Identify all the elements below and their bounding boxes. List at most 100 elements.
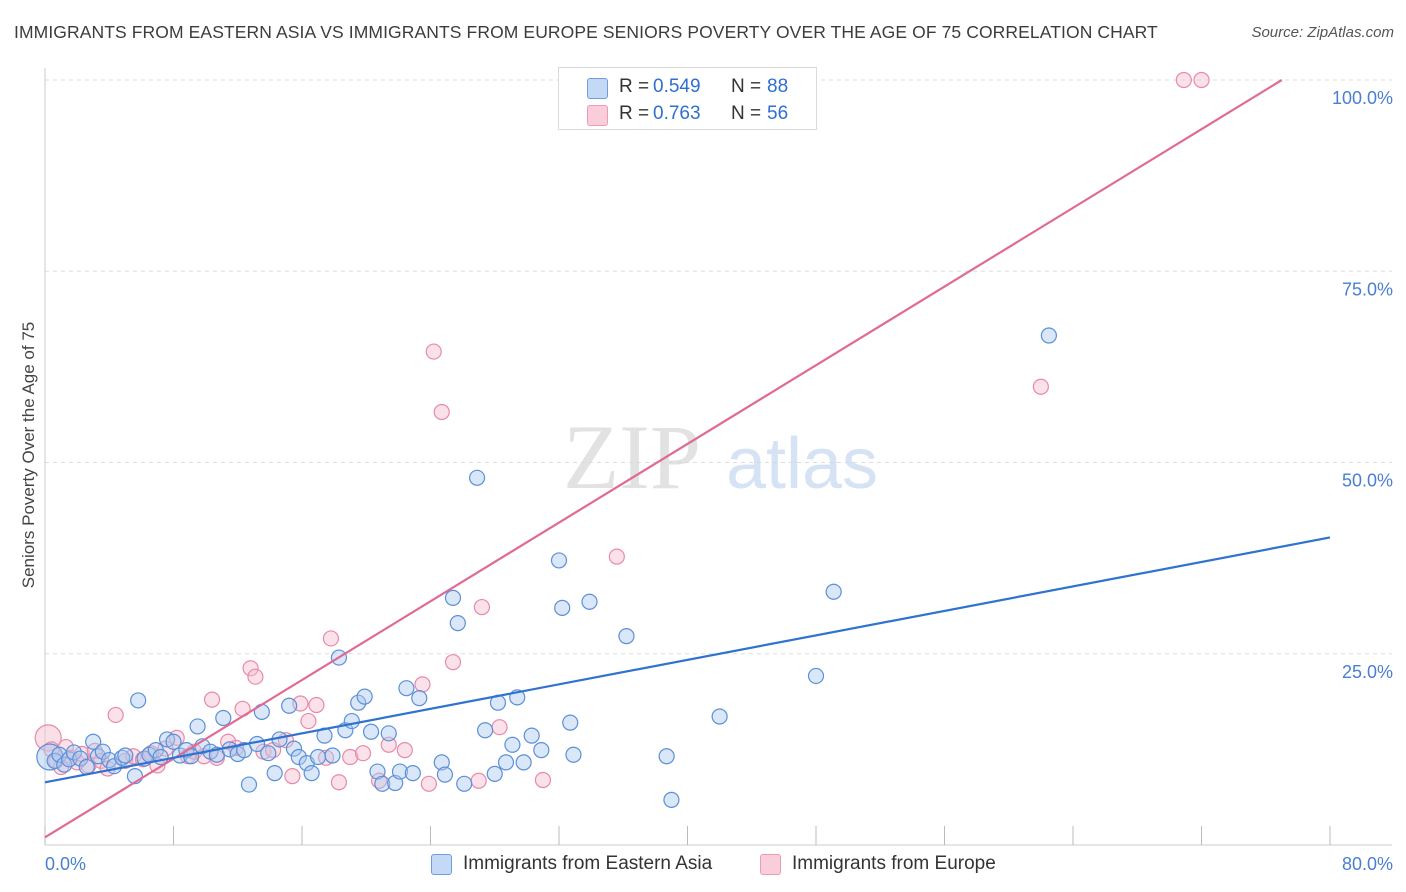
trendline-europe: [44, 79, 1283, 839]
legend-label-asia: Immigrants from Eastern Asia: [463, 853, 713, 874]
asia-point: [94, 743, 111, 760]
asia-point: [550, 552, 568, 569]
y-tick-label: 75.0%: [1342, 279, 1393, 299]
asia-point: [504, 736, 521, 753]
europe-point: [473, 598, 490, 616]
europe-point: [242, 660, 259, 677]
asia-point: [391, 763, 409, 780]
asia-point: [468, 469, 486, 486]
asia-point: [477, 722, 494, 739]
europe-point: [444, 654, 462, 671]
correlation-legend: R = 0.549 N = 88 R = 0.763 N = 56: [558, 67, 817, 130]
asia-point: [523, 727, 540, 744]
europe-point: [1175, 71, 1192, 89]
europe-point: [300, 712, 317, 730]
asia-point: [533, 742, 550, 759]
europe-point: [491, 719, 508, 736]
y-tick-label: 25.0%: [1342, 662, 1393, 682]
chart-title: IMMIGRANTS FROM EASTERN ASIA VS IMMIGRAN…: [14, 22, 1158, 42]
asia-point: [515, 754, 532, 771]
asia-point: [362, 723, 380, 740]
asia-point: [456, 775, 473, 792]
europe-point: [380, 736, 397, 753]
asia-point: [369, 763, 386, 780]
series-asia-points: [36, 327, 1058, 808]
asia-point: [350, 694, 367, 711]
asia-point: [565, 746, 582, 763]
asia-point: [303, 764, 320, 782]
asia-point: [449, 615, 466, 632]
legend-r-label: R =: [619, 103, 650, 124]
asia-point: [260, 745, 277, 762]
legend-swatch-asia: [431, 854, 452, 875]
europe-point: [354, 745, 372, 762]
legend-swatch-europe: [587, 105, 608, 126]
asia-point: [285, 740, 303, 757]
europe-point: [308, 696, 325, 714]
legend-r-value-asia: 0.549: [653, 76, 701, 97]
legend-swatch-europe: [760, 854, 781, 875]
asia-point: [309, 748, 327, 766]
x-tick-label: 80.0%: [1342, 854, 1393, 874]
asia-point: [158, 731, 176, 748]
europe-point: [470, 772, 487, 789]
europe-point: [330, 774, 348, 791]
asia-point: [130, 692, 147, 709]
asia-point: [356, 688, 373, 705]
watermark: ZIP atlas: [563, 406, 878, 508]
y-axis-label: Seniors Poverty Over the Age of 75: [19, 322, 38, 588]
legend-n-value-asia: 88: [767, 76, 789, 97]
legend-n-value-europe: 56: [767, 103, 789, 124]
gridlines: [45, 79, 1392, 655]
asia-point: [1040, 327, 1058, 344]
asia-point: [189, 718, 206, 735]
asia-point: [324, 747, 341, 764]
europe-point: [425, 343, 442, 360]
asia-point: [497, 754, 515, 771]
asia-point: [562, 714, 579, 731]
asia-point: [411, 690, 428, 707]
europe-point: [396, 742, 413, 759]
watermark-atlas: atlas: [726, 424, 878, 504]
asia-point: [444, 589, 462, 607]
asia-point: [281, 697, 298, 714]
legend-r-value-europe: 0.763: [653, 103, 701, 124]
asia-point: [486, 765, 503, 782]
europe-point: [608, 548, 625, 565]
europe-point: [420, 775, 437, 792]
asia-point: [117, 747, 134, 764]
asia-point: [165, 733, 182, 750]
asia-point: [266, 764, 283, 782]
axes: [44, 68, 1392, 846]
asia-point: [618, 628, 635, 645]
asia-point: [290, 748, 307, 766]
asia-point: [374, 775, 391, 792]
asia-point: [711, 708, 728, 725]
asia-point: [65, 744, 83, 761]
asia-point: [581, 593, 598, 610]
legend-label-europe: Immigrants from Europe: [792, 853, 996, 874]
asia-point: [72, 750, 89, 767]
asia-point: [663, 791, 680, 808]
europe-point: [342, 748, 359, 766]
asia-point: [658, 748, 675, 765]
asia-point: [85, 733, 102, 750]
chart-source: Source: ZipAtlas.com: [1251, 24, 1394, 41]
asia-point: [240, 776, 258, 793]
europe-point: [322, 630, 340, 647]
asia-point: [343, 712, 360, 730]
europe-point: [284, 768, 301, 785]
asia-point: [554, 599, 571, 616]
legend-n-label: N =: [731, 103, 762, 124]
asia-point: [380, 725, 397, 742]
trendlines: [44, 79, 1331, 839]
trendline-asia: [44, 536, 1331, 784]
legend-r-label: R =: [619, 76, 650, 97]
asia-point: [398, 680, 415, 697]
asia-point: [807, 667, 825, 685]
europe-point: [247, 668, 264, 685]
europe-point: [534, 771, 552, 789]
europe-point: [433, 403, 450, 421]
x-tick-label: 0.0%: [45, 854, 86, 874]
